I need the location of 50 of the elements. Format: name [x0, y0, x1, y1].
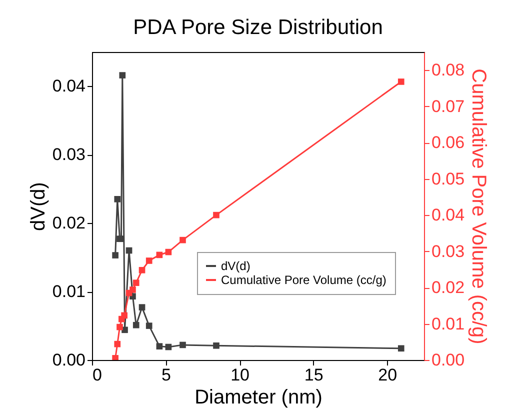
point	[146, 258, 152, 264]
point	[132, 322, 140, 328]
legend-label: Cumulative Pore Volume (cc/g)	[221, 273, 386, 287]
point	[213, 342, 220, 349]
legend-label: dV(d)	[221, 259, 250, 273]
point	[165, 248, 172, 256]
point	[121, 312, 128, 319]
y2-tick-label: 0.02	[432, 278, 465, 298]
point	[130, 286, 136, 293]
point	[114, 196, 121, 202]
y2-tick-label: 0.07	[432, 96, 465, 116]
x-tick-label: 15	[304, 366, 324, 384]
x-tick-label: 5	[162, 366, 172, 384]
point	[146, 322, 152, 329]
point	[114, 340, 121, 348]
point	[112, 355, 118, 360]
x-tick-label: 20	[378, 366, 398, 384]
y-tick-label: 0.04	[52, 76, 86, 96]
x-tick-label: 0	[92, 366, 102, 384]
point	[213, 212, 220, 218]
y-tick-label: 0.01	[52, 282, 86, 302]
point	[156, 252, 163, 258]
point	[165, 344, 172, 350]
point	[138, 266, 146, 274]
x-axis-title: Diameter (nm)	[194, 386, 322, 408]
point	[180, 342, 186, 348]
y-tick-label: 0.00	[52, 350, 86, 370]
point	[132, 280, 140, 286]
y2-tick-label: 0.05	[432, 169, 465, 188]
y2-tick-label: 0.03	[432, 242, 465, 261]
point	[119, 72, 126, 78]
y-tick-label: 0.03	[52, 145, 86, 164]
y2-tick-label: 0.04	[432, 206, 465, 225]
point	[116, 324, 123, 330]
y2-tick-label: 0.01	[432, 314, 465, 334]
y2-tick-label: 0.08	[432, 60, 465, 80]
point	[398, 345, 404, 352]
point	[398, 78, 404, 85]
point	[156, 343, 163, 350]
y2-tick-label: 0.06	[432, 133, 465, 152]
point	[180, 236, 186, 244]
point	[126, 247, 132, 254]
y-axis-title: dV(d)	[27, 182, 50, 231]
point	[112, 252, 118, 258]
x-tick-label: 10	[230, 366, 250, 384]
point	[138, 304, 146, 310]
y-tick-label: 0.02	[52, 214, 86, 233]
y2-axis-title: Cumulative Pore Volume (cc/g)	[468, 68, 490, 344]
chart-title: PDA Pore Size Distribution	[133, 16, 383, 39]
y2-tick-label: 0.00	[432, 350, 465, 370]
